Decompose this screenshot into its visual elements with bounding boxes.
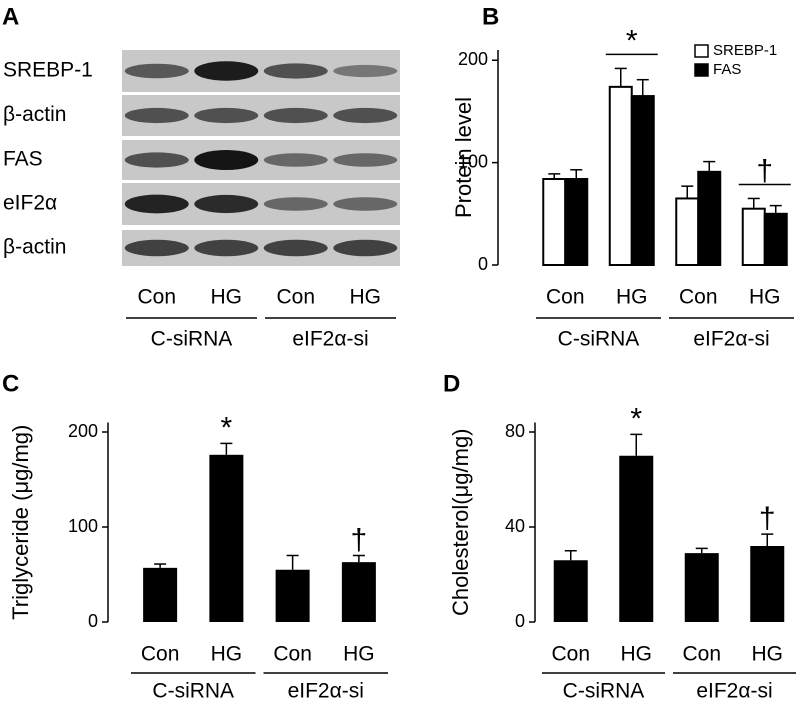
- legend-swatch: [694, 44, 709, 58]
- y-tick-label: 40: [505, 516, 525, 536]
- bar: [542, 178, 567, 266]
- y-tick-label: 100: [68, 516, 98, 536]
- blot-band: [194, 107, 259, 124]
- blot-band: [194, 239, 259, 257]
- y-tick-label: 200: [458, 49, 488, 69]
- blot-band: [263, 153, 328, 167]
- blot-band: [263, 239, 328, 257]
- bar: [697, 170, 722, 266]
- bar: [630, 95, 655, 266]
- y-axis-label: Triglyceride (μg/mg): [8, 425, 33, 620]
- blot-band: [124, 239, 189, 257]
- y-tick-label: 0: [515, 611, 525, 631]
- annotation: *: [630, 402, 642, 435]
- annotation: *: [221, 411, 233, 444]
- bar: [564, 178, 589, 266]
- x-tick-label: HG: [752, 643, 784, 666]
- y-tick-label: 200: [68, 421, 98, 441]
- blot-band: [124, 194, 189, 214]
- x-tick-label: Con: [276, 286, 315, 309]
- x-tick-label: Con: [546, 286, 585, 309]
- legend-swatch: [694, 63, 709, 77]
- group-label: C-siRNA: [563, 680, 645, 703]
- blot-band: [333, 107, 398, 124]
- x-tick-label: Con: [679, 286, 718, 309]
- x-tick-label: HG: [616, 286, 648, 309]
- y-axis-label: Protein level: [451, 97, 476, 218]
- blot-band: [194, 150, 259, 170]
- x-tick-label: HG: [211, 643, 243, 666]
- annotation: †: [759, 502, 776, 535]
- legend-label: FAS: [713, 61, 741, 78]
- row-label: FAS: [3, 148, 43, 171]
- x-tick-label: Con: [273, 643, 312, 666]
- blot-band: [263, 107, 328, 124]
- group-label: eIF2α-si: [693, 328, 769, 351]
- x-tick-label: HG: [749, 286, 781, 309]
- bar: [275, 569, 310, 622]
- group-label: C-siRNA: [152, 680, 234, 703]
- x-tick-label: Con: [682, 643, 721, 666]
- row-label: eIF2α: [3, 192, 57, 215]
- blot-band: [333, 239, 398, 257]
- row-label: β-actin: [3, 103, 66, 126]
- x-tick-label: HG: [211, 286, 243, 309]
- blot-band: [124, 107, 189, 124]
- bar: [341, 562, 376, 622]
- panel-label: A: [2, 3, 19, 30]
- y-axis-label: Cholesterol(μg/mg): [448, 428, 473, 616]
- annotation: †: [351, 523, 368, 556]
- bar: [209, 454, 244, 622]
- bar: [619, 455, 654, 622]
- annotation: *: [626, 24, 638, 57]
- blot-band: [194, 194, 259, 214]
- row-label: β-actin: [3, 236, 66, 259]
- bar: [553, 560, 588, 622]
- blot-band: [333, 197, 398, 211]
- group-label: eIF2α-si: [288, 680, 364, 703]
- bar: [608, 85, 633, 266]
- annotation: †: [756, 154, 773, 187]
- bar: [675, 197, 700, 266]
- y-tick-label: 100: [458, 151, 488, 171]
- panel-label: C: [2, 370, 19, 397]
- blot-band: [124, 63, 189, 79]
- blot-band: [124, 152, 189, 168]
- bar: [763, 212, 788, 266]
- x-tick-label: Con: [141, 643, 180, 666]
- group-label: eIF2α-si: [696, 680, 772, 703]
- group-label: C-siRNA: [151, 328, 233, 351]
- x-tick-label: HG: [343, 643, 375, 666]
- blot-band: [263, 63, 328, 79]
- row-label: SREBP-1: [3, 59, 93, 82]
- bar: [750, 546, 785, 622]
- bar: [143, 567, 178, 622]
- y-tick-label: 80: [505, 421, 525, 441]
- blot-band: [333, 153, 398, 167]
- x-tick-label: Con: [137, 286, 176, 309]
- x-tick-label: Con: [551, 643, 590, 666]
- panel-label: D: [443, 370, 460, 397]
- x-tick-label: HG: [350, 286, 382, 309]
- bar: [741, 207, 766, 266]
- group-label: C-siRNA: [558, 328, 640, 351]
- blot-band: [333, 64, 398, 78]
- group-label: eIF2α-si: [292, 328, 368, 351]
- bar: [684, 553, 719, 622]
- x-tick-label: HG: [621, 643, 653, 666]
- blot-band: [194, 61, 259, 81]
- y-tick-label: 0: [478, 254, 488, 274]
- y-tick-label: 0: [88, 611, 98, 631]
- panel-label: B: [482, 3, 499, 30]
- blot-band: [263, 197, 328, 211]
- legend-label: SREBP-1: [713, 42, 777, 59]
